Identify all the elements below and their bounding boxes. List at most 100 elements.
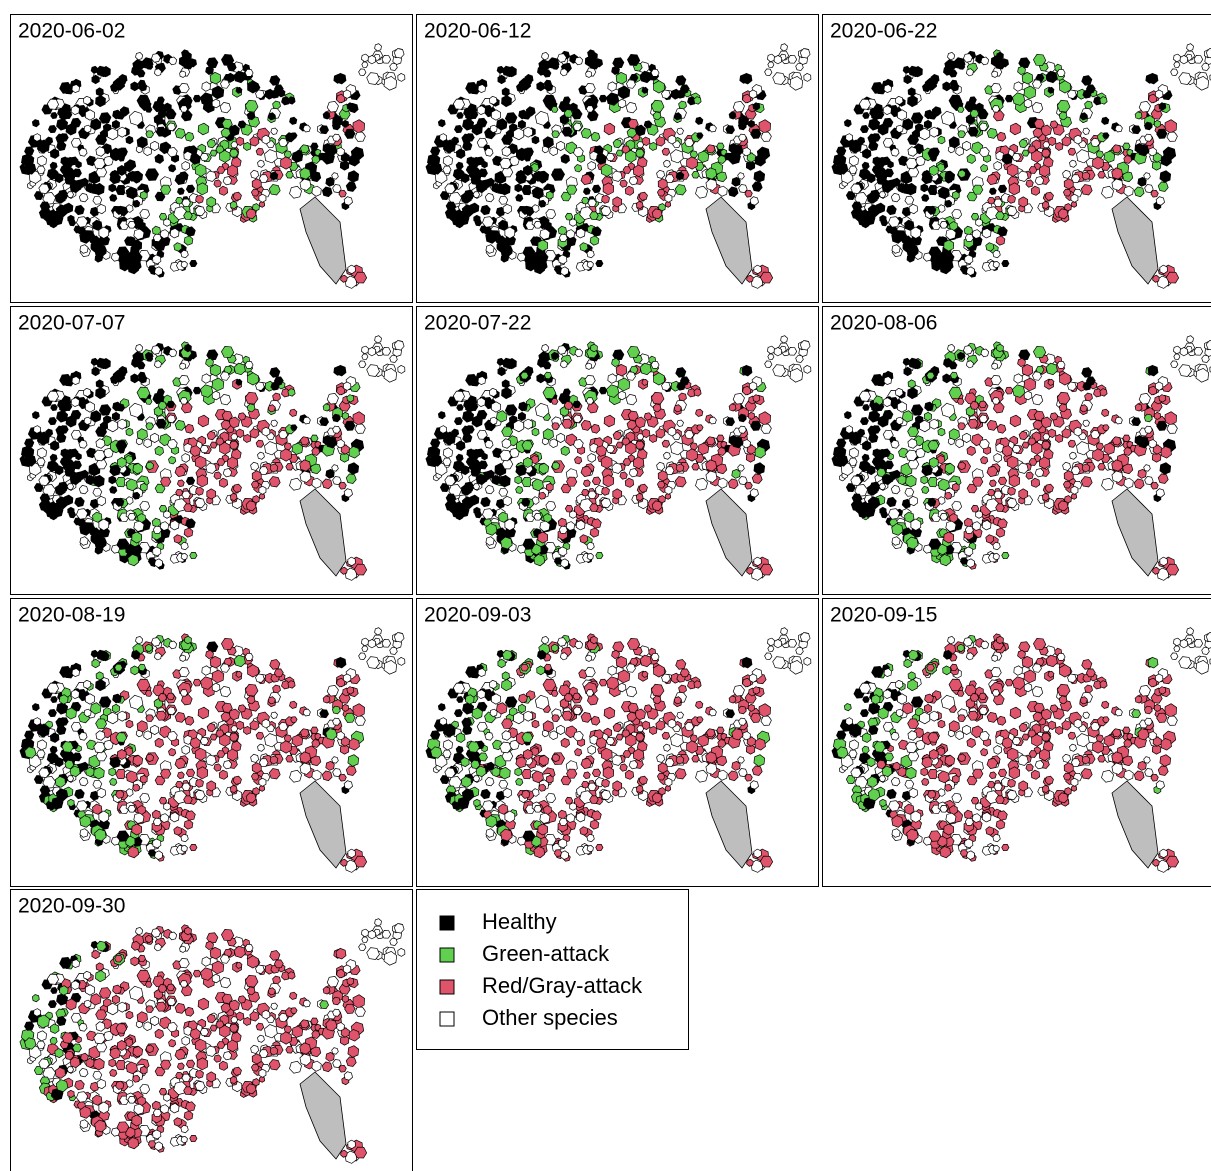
tree-crown: [620, 180, 627, 187]
tree-crown: [456, 162, 463, 169]
tree-crown: [186, 227, 196, 237]
tree-crown: [602, 195, 610, 203]
tree-crown: [570, 219, 577, 227]
map-panel: 2020-06-02: [11, 15, 413, 303]
tree-crown: [925, 402, 934, 411]
tree-crown: [768, 646, 774, 652]
tree-crown: [75, 497, 85, 507]
tree-crown: [1135, 112, 1142, 119]
tree-crown: [998, 185, 1006, 193]
tree-crown: [499, 196, 508, 204]
tree-crown: [355, 716, 366, 725]
tree-crown: [774, 55, 782, 64]
tree-crown: [238, 705, 246, 713]
tree-crown: [657, 754, 665, 762]
tree-crown: [1031, 186, 1040, 195]
tree-crown: [85, 694, 94, 704]
crowns: [832, 336, 1211, 581]
tree-crown: [1032, 80, 1041, 89]
tree-crown: [202, 666, 211, 676]
tree-crown: [849, 166, 857, 173]
tree-crown: [1081, 477, 1092, 488]
tree-crown: [635, 441, 644, 449]
tree-crown: [48, 417, 56, 424]
tree-crown: [849, 448, 858, 458]
tree-crown: [212, 683, 220, 692]
tree-crown: [552, 423, 560, 430]
tree-crown: [649, 726, 657, 734]
tree-crown: [1151, 190, 1158, 197]
tree-crown: [626, 102, 637, 113]
tree-crown: [1098, 172, 1106, 179]
tree-crown: [551, 398, 558, 404]
tree-crown: [140, 793, 150, 802]
tree-crown: [115, 372, 123, 379]
tree-crown: [473, 776, 480, 782]
tree-crown: [110, 194, 117, 201]
tree-crown: [1083, 128, 1090, 135]
tree-crown: [891, 485, 900, 494]
tree-crown: [348, 463, 359, 475]
tree-crown: [322, 771, 332, 781]
tree-crown: [544, 372, 551, 379]
tree-crown: [505, 811, 515, 822]
tree-crown: [505, 113, 517, 124]
tree-crown: [438, 120, 445, 127]
tree-crown: [1153, 275, 1160, 282]
tree-crown: [804, 365, 811, 373]
tree-crown: [924, 120, 931, 128]
tree-crown: [879, 192, 886, 198]
tree-crown: [145, 60, 152, 67]
tree-crown: [884, 85, 892, 93]
tree-crown: [692, 172, 700, 179]
tree-crown: [312, 770, 321, 780]
tree-crown: [765, 69, 772, 76]
tree-crown: [981, 457, 988, 465]
tree-crown: [126, 136, 133, 144]
tree-crown: [583, 188, 590, 195]
tree-crown: [539, 784, 546, 791]
tree-crown: [179, 667, 189, 677]
tree-crown: [57, 433, 66, 442]
tree-crown: [922, 194, 929, 201]
tree-crown: [539, 492, 546, 499]
tree-crown: [739, 134, 747, 141]
tree-crown: [1153, 567, 1160, 574]
tree-crown: [454, 709, 462, 716]
tree-crown: [751, 129, 761, 138]
tree-crown: [654, 665, 665, 677]
tree-crown: [958, 462, 965, 470]
tree-crown: [113, 110, 122, 119]
tree-crown: [502, 719, 513, 729]
tree-crown: [625, 186, 634, 195]
tree-crown: [1103, 425, 1109, 431]
tree-crown: [514, 420, 524, 432]
tree-crown: [651, 653, 659, 660]
tree-crown: [993, 542, 1000, 549]
tree-crown: [181, 542, 188, 549]
tree-crown: [498, 75, 505, 84]
tree-crown: [774, 347, 782, 356]
lake: [1112, 489, 1158, 576]
tree-crown: [55, 776, 65, 787]
tree-crown: [767, 346, 774, 354]
tree-crown: [1180, 55, 1188, 64]
tree-crown: [606, 445, 614, 452]
tree-crown: [651, 684, 664, 696]
tree-crown: [51, 696, 58, 702]
tree-crown: [93, 780, 102, 788]
tree-crown: [1174, 354, 1180, 360]
tree-crown: [92, 659, 99, 668]
tree-crown: [37, 750, 45, 757]
tree-crown: [965, 234, 973, 242]
tree-crown: [320, 710, 329, 718]
tree-crown: [268, 697, 275, 704]
tree-crown: [503, 496, 512, 505]
tree-crown: [664, 452, 671, 459]
tree-crown: [546, 501, 556, 510]
tree-crown: [891, 193, 900, 202]
tree-crown: [558, 518, 566, 527]
tree-crown: [696, 186, 708, 198]
tree-crown: [281, 157, 292, 169]
tree-crown: [518, 412, 525, 420]
